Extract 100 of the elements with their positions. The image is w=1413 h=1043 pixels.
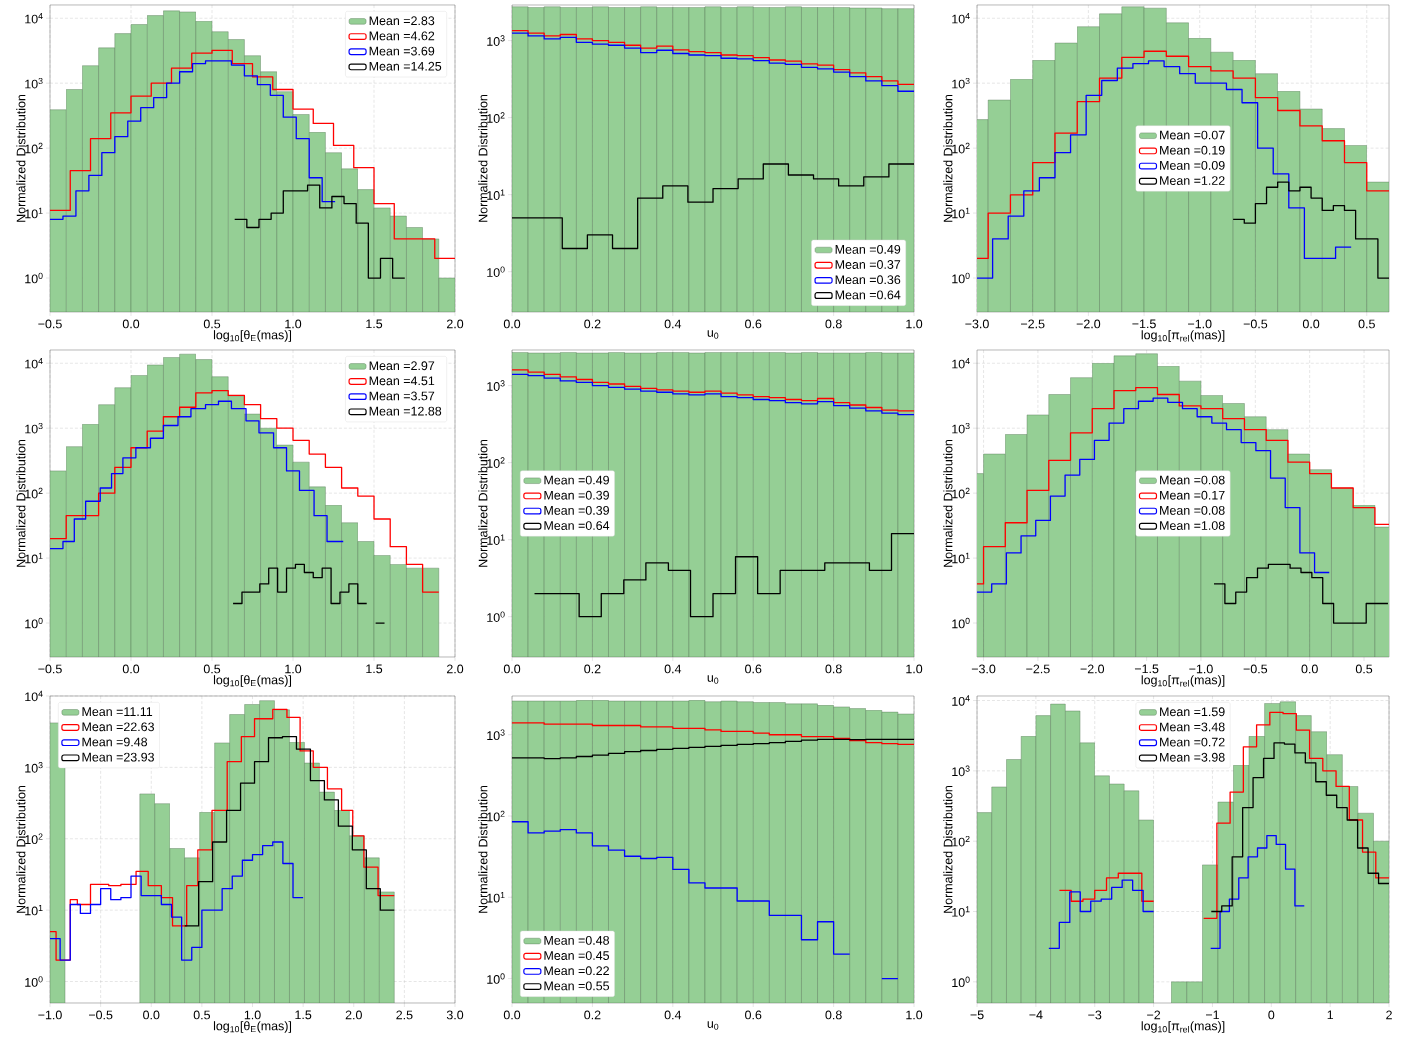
- x-tick-label: −5: [970, 1010, 984, 1020]
- x-tick-label: 0.8: [825, 664, 842, 674]
- y-tick-label: 10$^{1}$: [487, 534, 505, 545]
- x-tick-label: 1.5: [366, 319, 383, 329]
- y-tick-label: 10$^{3}$: [487, 35, 505, 46]
- x-tick-label: −1.0: [1189, 664, 1213, 674]
- x-tick-label: −0.5: [1243, 664, 1268, 674]
- x-axis-title: log$_{10}$[θ$_{E}$(mas)]: [213, 1021, 292, 1033]
- y-tick-label: 10$^{0}$: [952, 976, 970, 988]
- x-tick-label: 0.8: [825, 319, 842, 329]
- legend-label: Mean =0.08: [1160, 475, 1225, 485]
- y-tick-label: 10$^{1}$: [25, 904, 43, 916]
- y-axis-title: Normalized Distribution: [943, 785, 953, 913]
- x-tick-label: 0.0: [1301, 664, 1318, 674]
- x-tick-label: −1.0: [1188, 319, 1212, 329]
- legend-label: Mean =9.48: [82, 737, 148, 747]
- y-tick-label: 10$^{0}$: [25, 976, 43, 987]
- x-tick-label: −1.5: [1132, 319, 1156, 329]
- y-tick-label: 10$^{1}$: [25, 207, 43, 219]
- y-axis-title: Normalized Distribution: [478, 94, 488, 222]
- y-tick-label: 10$^{3}$: [487, 380, 505, 391]
- y-tick-label: 10$^{3}$: [25, 77, 43, 89]
- x-tick-label: −3.0: [965, 319, 989, 329]
- y-tick-label: 10$^{0}$: [952, 617, 970, 629]
- x-tick-label: −0.5: [38, 664, 62, 674]
- x-tick-label: 0.0: [1302, 319, 1320, 329]
- y-tick-label: 10$^{2}$: [952, 142, 970, 154]
- x-tick-label: 0.5: [203, 319, 221, 329]
- x-tick-label: 0.5: [193, 1010, 211, 1020]
- legend-label: Mean =3.48: [1160, 722, 1225, 732]
- legend-label: Mean =23.93: [82, 752, 154, 762]
- legend-label: Mean =22.63: [82, 722, 154, 732]
- y-tick-label: 10$^{4}$: [952, 358, 970, 369]
- legend-label: Mean =3.57: [369, 391, 435, 401]
- legend-label: Mean =3.69: [369, 46, 435, 56]
- y-tick-label: 10$^{2}$: [952, 487, 970, 499]
- x-tick-label: 1.0: [285, 664, 302, 674]
- legend-label: Mean =0.22: [544, 966, 609, 976]
- legend-label: Mean =0.08: [1160, 505, 1225, 515]
- y-tick-label: 10$^{4}$: [952, 13, 970, 24]
- y-tick-label: 10$^{3}$: [25, 762, 43, 773]
- x-tick-label: 0.5: [1355, 664, 1373, 674]
- x-tick-label: 1.0: [906, 664, 923, 674]
- x-tick-label: 0.6: [745, 1010, 762, 1020]
- legend-label: Mean =3.98: [1160, 752, 1225, 762]
- y-tick-label: 10$^{0}$: [25, 617, 43, 629]
- legend-label: Mean =11.11: [82, 707, 153, 717]
- y-tick-label: 10$^{2}$: [25, 833, 43, 845]
- x-axis-title: log$_{10}$[θ$_{E}$(mas)]: [213, 675, 292, 687]
- x-tick-label: 0.2: [584, 664, 601, 674]
- x-tick-label: 0.0: [503, 1010, 521, 1020]
- x-tick-label: 1.0: [244, 1010, 261, 1020]
- legend-label: Mean =0.09: [1160, 160, 1225, 170]
- x-tick-label: −3: [1088, 1010, 1102, 1020]
- y-tick-label: 10$^{1}$: [487, 189, 505, 200]
- y-tick-label: 10$^{1}$: [952, 906, 970, 917]
- legend-label: Mean =0.36: [835, 275, 901, 285]
- y-axis-title: Normalized Distribution: [478, 439, 488, 567]
- x-tick-label: −2.5: [1026, 664, 1050, 674]
- x-tick-label: −2.5: [1021, 319, 1045, 329]
- x-tick-label: −2: [1147, 1010, 1161, 1020]
- x-tick-label: 0.4: [664, 664, 682, 674]
- x-tick-label: −0.5: [88, 1010, 113, 1020]
- x-axis-title: log$_{10}$[π$_{rel}$(mas)]: [1141, 330, 1225, 342]
- x-tick-label: −3.0: [971, 664, 996, 674]
- y-tick-label: 10$^{0}$: [487, 611, 505, 622]
- x-tick-label: 3.0: [446, 1010, 464, 1020]
- x-tick-label: 0.0: [143, 1010, 160, 1020]
- x-tick-label: −0.5: [1243, 319, 1268, 329]
- y-axis-title: Normalized Distribution: [943, 439, 953, 567]
- legend-label: Mean =0.48: [544, 935, 610, 945]
- y-axis-title: Normalized Distribution: [943, 94, 953, 222]
- y-tick-label: 10$^{3}$: [952, 765, 970, 777]
- y-tick-label: 10$^{4}$: [25, 690, 43, 702]
- legend-label: Mean =1.08: [1160, 521, 1225, 530]
- x-tick-label: 0.5: [203, 664, 221, 674]
- y-tick-label: 10$^{4}$: [25, 358, 43, 369]
- x-tick-label: 2: [1386, 1010, 1392, 1020]
- x-tick-label: −1.5: [1134, 664, 1159, 674]
- x-tick-label: 1.0: [285, 319, 302, 329]
- legend-label: Mean =0.49: [835, 244, 901, 254]
- x-tick-label: −4: [1029, 1010, 1043, 1020]
- y-tick-label: 10$^{4}$: [952, 695, 970, 706]
- legend-label: Mean =2.97: [369, 361, 435, 371]
- x-tick-label: 0.5: [1358, 319, 1375, 329]
- legend-label: Mean =4.62: [369, 31, 435, 41]
- x-tick-label: 0.0: [122, 664, 140, 674]
- legend-label: Mean =14.25: [369, 61, 442, 71]
- x-tick-label: 0.0: [503, 664, 521, 674]
- x-tick-label: 1.5: [295, 1010, 312, 1020]
- x-tick-label: −0.5: [38, 319, 62, 329]
- y-tick-label: 10$^{1}$: [487, 892, 505, 903]
- x-axis-title: log$_{10}$[θ$_{E}$(mas)]: [213, 330, 292, 342]
- y-tick-label: 10$^{2}$: [487, 457, 505, 468]
- y-tick-label: 10$^{2}$: [952, 835, 970, 847]
- x-tick-label: 2.0: [345, 1010, 362, 1020]
- legend-label: Mean =12.88: [369, 406, 442, 416]
- x-tick-label: 0.0: [122, 319, 140, 329]
- x-tick-label: −2.0: [1076, 319, 1101, 329]
- legend-label: Mean =0.64: [835, 290, 901, 300]
